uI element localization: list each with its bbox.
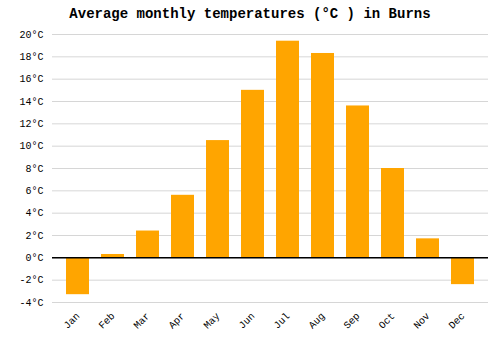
svg-text:Mar: Mar (132, 311, 153, 332)
svg-text:4°C: 4°C (25, 208, 43, 219)
svg-text:-2°C: -2°C (19, 275, 43, 286)
svg-text:Dec: Dec (447, 311, 468, 332)
svg-text:Jun: Jun (237, 311, 258, 332)
svg-text:May: May (202, 311, 223, 332)
svg-text:Jan: Jan (62, 311, 83, 332)
svg-text:Oct: Oct (377, 311, 398, 332)
svg-text:Nov: Nov (412, 311, 433, 332)
svg-text:Apr: Apr (167, 311, 188, 332)
svg-text:14°C: 14°C (19, 97, 43, 108)
svg-text:6°C: 6°C (25, 186, 43, 197)
svg-text:2°C: 2°C (25, 231, 43, 242)
html-text:Average monthly temperatures (: Average monthly temperatures (°C ) in Bu… (69, 6, 431, 22)
svg-text:8°C: 8°C (25, 164, 43, 175)
svg-text:18°C: 18°C (19, 52, 43, 63)
svg-text:Jul: Jul (272, 311, 293, 332)
svg-text:16°C: 16°C (19, 74, 43, 85)
svg-text:0°C: 0°C (25, 253, 43, 264)
svg-text:12°C: 12°C (19, 119, 43, 130)
svg-text:Feb: Feb (97, 311, 118, 332)
svg-text:Aug: Aug (307, 311, 328, 332)
svg-text:10°C: 10°C (19, 141, 43, 152)
svg-text:20°C: 20°C (19, 30, 43, 41)
svg-text:-4°C: -4°C (19, 298, 43, 309)
svg-text:Sep: Sep (342, 311, 363, 332)
